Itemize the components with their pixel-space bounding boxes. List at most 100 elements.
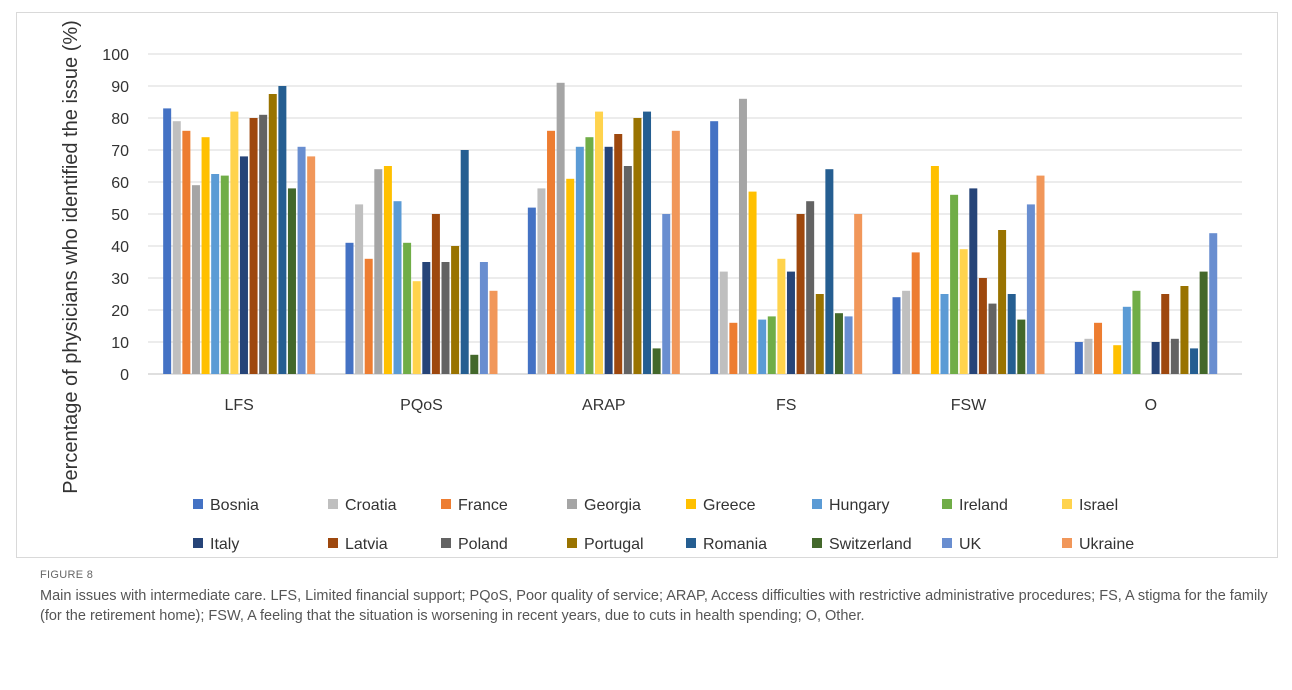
legend-swatch — [686, 499, 696, 509]
y-tick-label: 60 — [111, 175, 129, 192]
legend-label: Latvia — [345, 536, 388, 553]
bar — [489, 290, 498, 374]
x-tick-label: LFS — [224, 397, 253, 414]
bar — [441, 262, 450, 374]
y-tick-label: 80 — [111, 111, 129, 128]
bar — [1026, 204, 1035, 374]
legend-swatch — [441, 538, 451, 548]
bar — [412, 281, 421, 374]
bar — [806, 201, 815, 374]
bar — [671, 130, 680, 374]
bar — [307, 156, 316, 374]
bar — [1170, 338, 1179, 374]
figure-label: FIGURE 8 — [40, 569, 94, 581]
y-tick-label: 50 — [111, 207, 129, 224]
bar — [547, 130, 556, 374]
bar-chart: 0 10 20 30 40 50 60 70 80 90 100 LFS PQoS ARAP FS FSW O… — [60, 20, 1242, 553]
bar — [355, 204, 364, 374]
bar — [1036, 175, 1045, 374]
legend-swatch — [942, 538, 952, 548]
bar — [479, 262, 488, 374]
legend-label: Georgia — [584, 497, 641, 514]
figure-caption-text: Main issues with intermediate care. LFS,… — [40, 588, 1268, 624]
bar — [786, 271, 795, 374]
bar — [959, 249, 968, 374]
bar — [998, 230, 1007, 374]
chart-frame: 0 10 20 30 40 50 60 70 80 90 100 LFS PQoS ARAP FS FSW O… — [16, 12, 1278, 558]
figure-caption: FIGURE 8 Main issues with intermediate c… — [40, 569, 1270, 626]
y-tick-label: 100 — [102, 47, 129, 64]
bar — [652, 348, 661, 374]
bar — [249, 118, 258, 374]
bar — [297, 146, 306, 374]
y-axis-ticks: 0 10 20 30 40 50 60 70 80 90 100 — [102, 47, 129, 384]
bar — [978, 278, 987, 374]
bar — [758, 319, 767, 374]
legend-label: Italy — [210, 536, 239, 553]
legend-label: Ukraine — [1079, 536, 1134, 553]
bar — [1190, 348, 1199, 374]
bar — [201, 137, 210, 374]
legend-label: Portugal — [584, 536, 644, 553]
bar — [364, 258, 373, 374]
legend-label: Israel — [1079, 497, 1118, 514]
bar — [633, 118, 642, 374]
bar — [662, 214, 671, 374]
bar — [393, 201, 402, 374]
bar — [1161, 294, 1170, 374]
x-tick-label: PQoS — [400, 397, 443, 414]
bar — [1017, 319, 1026, 374]
bar — [220, 175, 229, 374]
bar — [767, 316, 776, 374]
bar — [834, 313, 843, 374]
legend-label: Switzerland — [829, 536, 912, 553]
legend-swatch — [441, 499, 451, 509]
bar — [748, 191, 757, 374]
legend-swatch — [942, 499, 952, 509]
legend-label: Hungary — [829, 497, 889, 514]
bar — [911, 252, 920, 374]
legend-swatch — [193, 538, 203, 548]
bar — [940, 294, 949, 374]
bar — [969, 188, 978, 374]
y-tick-label: 0 — [120, 367, 129, 384]
bar — [585, 137, 594, 374]
bar — [230, 111, 239, 374]
bar — [1094, 322, 1103, 374]
y-tick-label: 70 — [111, 143, 129, 160]
y-tick-label: 40 — [111, 239, 129, 256]
bar — [729, 322, 738, 374]
bar — [988, 303, 997, 374]
bar — [278, 86, 287, 374]
legend-swatch — [328, 499, 338, 509]
legend-label: France — [458, 497, 508, 514]
bar — [1132, 290, 1141, 374]
bar — [460, 150, 469, 374]
bar — [431, 214, 440, 374]
y-tick-label: 90 — [111, 79, 129, 96]
bar — [566, 178, 575, 374]
legend-swatch — [812, 499, 822, 509]
bar — [844, 316, 853, 374]
bar — [1209, 233, 1218, 374]
bars — [163, 82, 1218, 375]
legend-label: Romania — [703, 536, 767, 553]
bar — [623, 166, 632, 374]
legend-swatch — [328, 538, 338, 548]
bar — [374, 169, 383, 374]
legend-swatch — [193, 499, 203, 509]
bar — [796, 214, 805, 374]
legend-swatch — [686, 538, 696, 548]
legend: Bosnia Croatia France Georgia Greece Hungary I… — [193, 497, 1134, 553]
legend-label: Ireland — [959, 497, 1008, 514]
bar — [211, 174, 220, 374]
bar — [537, 188, 546, 374]
bar — [182, 130, 191, 374]
x-tick-label: O — [1145, 397, 1157, 414]
bar — [815, 294, 824, 374]
legend-label: UK — [959, 536, 982, 553]
x-axis-ticks: LFS PQoS ARAP FS FSW O — [224, 397, 1157, 414]
bar — [1007, 294, 1016, 374]
bar — [950, 194, 959, 374]
bar — [902, 290, 911, 374]
